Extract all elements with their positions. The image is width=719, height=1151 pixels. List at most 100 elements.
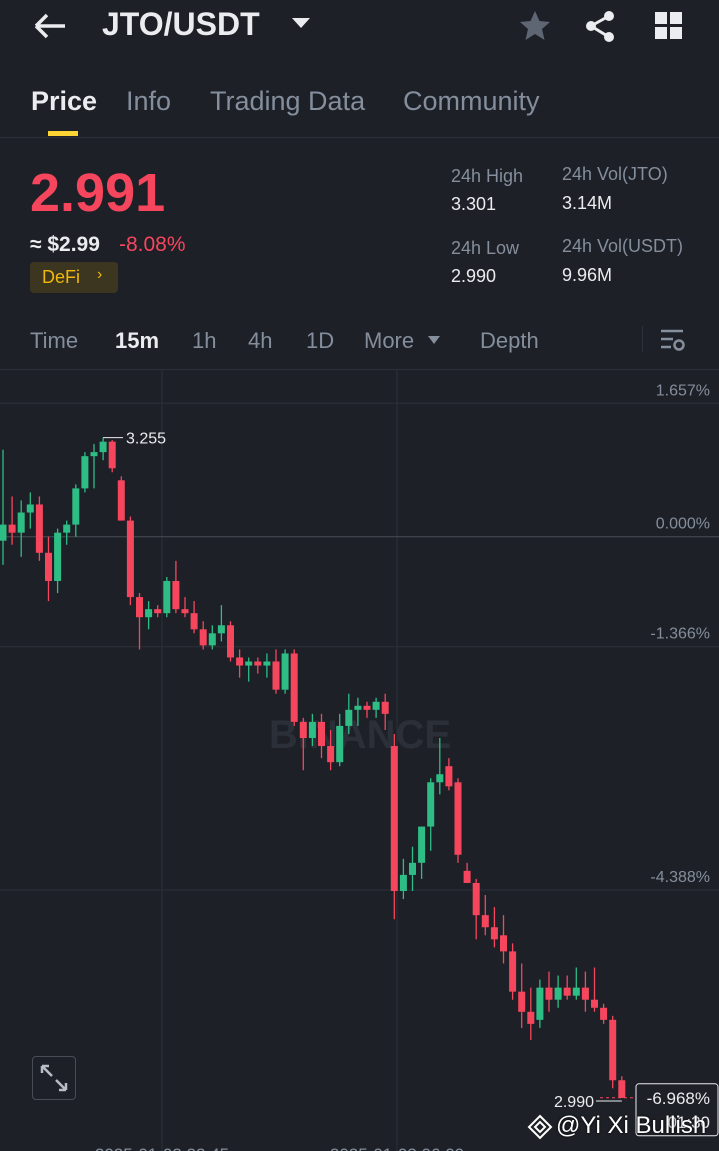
candle-body xyxy=(290,653,298,722)
candle-body xyxy=(399,874,407,892)
candle-body xyxy=(372,701,380,710)
candle-body xyxy=(236,657,244,666)
tab-indicator xyxy=(48,131,78,136)
pair-title[interactable]: JTO/USDT xyxy=(102,6,260,42)
y-tick-label: 0.000% xyxy=(656,516,710,533)
interval[interactable]: More xyxy=(364,328,415,353)
tab[interactable]: Trading Data xyxy=(210,86,366,116)
candle-body xyxy=(318,721,325,747)
dropdown-icon[interactable] xyxy=(290,16,312,30)
tag: DeFi xyxy=(42,267,81,287)
candle-body xyxy=(163,580,171,614)
candle-body xyxy=(536,987,544,1020)
candle-body xyxy=(445,766,453,787)
current-price-box xyxy=(635,1083,719,1137)
candle-body xyxy=(172,580,180,610)
x-tick-label: 2025-01-03 06:00 xyxy=(330,1145,464,1151)
candle-body xyxy=(591,999,598,1008)
candle-body xyxy=(463,870,471,883)
y-tick-label: -4.388% xyxy=(650,869,710,886)
candle-body xyxy=(481,915,489,928)
current-price-label: -6.968% xyxy=(647,1089,710,1108)
tab[interactable]: Price xyxy=(31,86,98,116)
interval[interactable]: 15m xyxy=(115,328,160,353)
y-tick-label: 1.657% xyxy=(656,382,710,399)
candle-body xyxy=(490,927,498,940)
candle-body xyxy=(390,746,398,892)
stat-value: 2.990 xyxy=(451,266,497,286)
candle-body xyxy=(181,609,189,614)
candle-body xyxy=(190,613,198,630)
candle-body xyxy=(35,504,43,553)
candle-body xyxy=(0,524,7,541)
candle-body xyxy=(409,862,416,875)
candle-body xyxy=(8,524,16,533)
stat-value: 3.301 xyxy=(451,194,497,214)
usd-price: ≈ $2.99 xyxy=(30,233,100,256)
candle-body xyxy=(45,552,52,581)
candle-body xyxy=(136,597,143,618)
candle-body xyxy=(563,987,571,996)
countdown: 01:30 xyxy=(667,1113,710,1132)
candle-body xyxy=(26,504,34,513)
settings-icon[interactable] xyxy=(660,328,686,354)
divider xyxy=(642,326,643,352)
candle-body xyxy=(81,456,89,489)
min-label: 2.990 xyxy=(554,1094,594,1111)
candle-body xyxy=(117,480,125,521)
candle-body xyxy=(436,774,444,783)
candle-body xyxy=(99,441,107,453)
candle-body xyxy=(572,987,580,996)
star-icon[interactable] xyxy=(518,9,552,43)
candle-body xyxy=(272,661,280,690)
candle-body xyxy=(126,520,134,598)
candle-body xyxy=(381,701,389,714)
stat-label: 24h Low xyxy=(451,238,520,258)
candle-body xyxy=(418,826,426,863)
candle-body xyxy=(63,524,71,533)
x-tick-label: 2025-01-02 22:45 xyxy=(95,1145,229,1151)
candle-body xyxy=(154,609,162,614)
exchange-watermark: BINANCE xyxy=(269,713,451,757)
candle-body xyxy=(227,625,234,658)
candle-body xyxy=(345,709,353,726)
stat-label: 24h Vol(JTO) xyxy=(562,164,668,184)
interval[interactable]: 4h xyxy=(248,328,273,353)
candle-body xyxy=(90,452,98,457)
interval[interactable]: Depth xyxy=(480,328,539,353)
interval[interactable]: Time xyxy=(30,328,79,353)
candle-body xyxy=(363,705,371,710)
candle-body xyxy=(354,705,362,710)
watermark-logo xyxy=(527,1114,553,1140)
interval[interactable]: 1D xyxy=(306,328,335,353)
candle-body xyxy=(72,488,80,525)
tag-box[interactable] xyxy=(30,262,118,293)
share-icon[interactable] xyxy=(583,9,617,43)
watermark: @Yi Xi Bullish xyxy=(556,1112,707,1139)
max-label: 3.255 xyxy=(126,431,166,448)
stat-value: 9.96M xyxy=(562,265,613,285)
candle-body xyxy=(145,609,153,618)
candle-body xyxy=(618,1080,626,1098)
stat-label: 24h Vol(USDT) xyxy=(562,236,684,256)
candle-body xyxy=(509,951,517,992)
expand-icon xyxy=(40,1064,68,1092)
interval[interactable]: 1h xyxy=(192,328,217,353)
back-icon[interactable] xyxy=(32,12,68,40)
candle-body xyxy=(199,629,207,646)
candle-body xyxy=(609,1019,617,1081)
tab[interactable]: Community xyxy=(403,86,540,116)
expand-button[interactable] xyxy=(32,1056,76,1100)
divider xyxy=(0,369,719,370)
candle-body xyxy=(217,625,225,634)
tab[interactable]: Info xyxy=(126,86,172,116)
candle-body xyxy=(54,532,62,581)
candle-body xyxy=(554,987,562,1000)
candle-body xyxy=(263,661,271,666)
grid-icon[interactable] xyxy=(655,12,683,40)
candle-body xyxy=(17,512,25,533)
candle-body xyxy=(245,661,253,666)
candle-body xyxy=(454,782,462,855)
candle-body xyxy=(336,725,344,763)
candle-body xyxy=(308,721,316,739)
